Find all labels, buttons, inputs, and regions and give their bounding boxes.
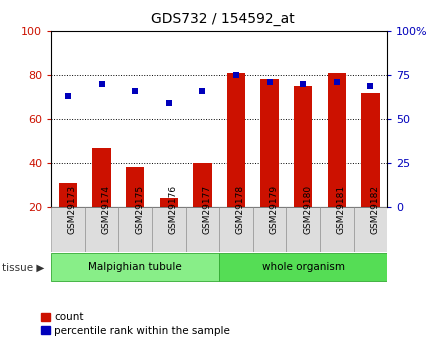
- Bar: [227, 73, 245, 207]
- FancyBboxPatch shape: [320, 207, 353, 252]
- Bar: [126, 167, 145, 207]
- Text: GSM29176: GSM29176: [169, 185, 178, 234]
- Point: [232, 72, 239, 78]
- Text: Malpighian tubule: Malpighian tubule: [88, 262, 182, 272]
- FancyBboxPatch shape: [51, 253, 219, 282]
- Bar: [260, 79, 279, 207]
- Text: GSM29180: GSM29180: [303, 185, 312, 234]
- Bar: [159, 198, 178, 207]
- Text: GSM29174: GSM29174: [101, 185, 110, 234]
- Text: whole organism: whole organism: [262, 262, 345, 272]
- Text: GSM29179: GSM29179: [270, 185, 279, 234]
- FancyBboxPatch shape: [253, 207, 287, 252]
- Bar: [92, 148, 111, 207]
- FancyBboxPatch shape: [152, 207, 186, 252]
- FancyBboxPatch shape: [219, 253, 387, 282]
- Text: GSM29173: GSM29173: [68, 185, 77, 234]
- Point: [333, 79, 340, 85]
- Point: [266, 79, 273, 85]
- Bar: [361, 92, 380, 207]
- Point: [299, 81, 307, 87]
- FancyBboxPatch shape: [118, 207, 152, 252]
- FancyBboxPatch shape: [85, 207, 118, 252]
- Bar: [193, 163, 212, 207]
- Point: [65, 93, 72, 99]
- Point: [199, 88, 206, 93]
- Bar: [328, 73, 346, 207]
- FancyBboxPatch shape: [51, 207, 85, 252]
- FancyBboxPatch shape: [186, 207, 219, 252]
- Text: GSM29182: GSM29182: [370, 185, 379, 234]
- Bar: [294, 86, 312, 207]
- Text: GDS732 / 154592_at: GDS732 / 154592_at: [150, 12, 295, 26]
- Text: GSM29181: GSM29181: [337, 185, 346, 234]
- Point: [367, 83, 374, 88]
- FancyBboxPatch shape: [219, 207, 253, 252]
- Text: GSM29177: GSM29177: [202, 185, 211, 234]
- FancyBboxPatch shape: [287, 207, 320, 252]
- FancyBboxPatch shape: [353, 207, 387, 252]
- Text: GSM29178: GSM29178: [236, 185, 245, 234]
- Point: [132, 88, 139, 93]
- Bar: [59, 183, 77, 207]
- Text: GSM29175: GSM29175: [135, 185, 144, 234]
- Text: tissue ▶: tissue ▶: [2, 263, 44, 272]
- Point: [165, 100, 172, 106]
- Legend: count, percentile rank within the sample: count, percentile rank within the sample: [36, 308, 234, 340]
- Point: [98, 81, 105, 87]
